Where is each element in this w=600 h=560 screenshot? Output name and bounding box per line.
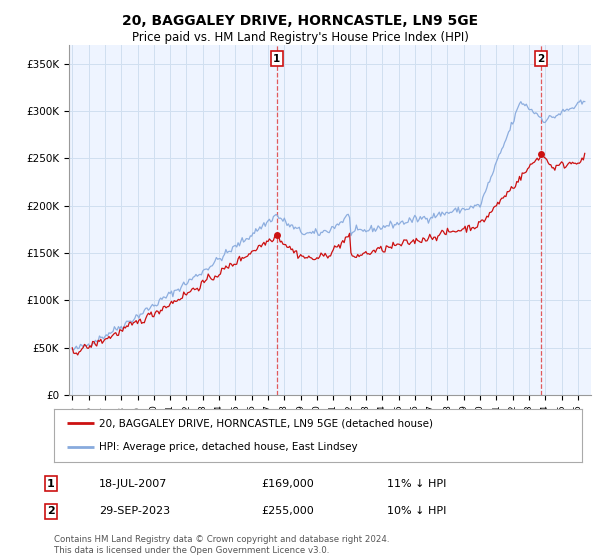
Text: 1: 1 [273, 54, 280, 64]
Text: 29-SEP-2023: 29-SEP-2023 [99, 506, 170, 516]
Text: 10% ↓ HPI: 10% ↓ HPI [387, 506, 446, 516]
Text: 20, BAGGALEY DRIVE, HORNCASTLE, LN9 5GE (detached house): 20, BAGGALEY DRIVE, HORNCASTLE, LN9 5GE … [99, 418, 433, 428]
Text: £169,000: £169,000 [261, 479, 314, 489]
Text: 18-JUL-2007: 18-JUL-2007 [99, 479, 167, 489]
Text: £255,000: £255,000 [261, 506, 314, 516]
Text: 2: 2 [538, 54, 545, 64]
Text: 20, BAGGALEY DRIVE, HORNCASTLE, LN9 5GE: 20, BAGGALEY DRIVE, HORNCASTLE, LN9 5GE [122, 14, 478, 28]
Text: 2: 2 [47, 506, 55, 516]
Text: HPI: Average price, detached house, East Lindsey: HPI: Average price, detached house, East… [99, 442, 358, 452]
Text: 1: 1 [47, 479, 55, 489]
Text: Contains HM Land Registry data © Crown copyright and database right 2024.
This d: Contains HM Land Registry data © Crown c… [54, 535, 389, 554]
Text: Price paid vs. HM Land Registry's House Price Index (HPI): Price paid vs. HM Land Registry's House … [131, 31, 469, 44]
Text: 11% ↓ HPI: 11% ↓ HPI [387, 479, 446, 489]
